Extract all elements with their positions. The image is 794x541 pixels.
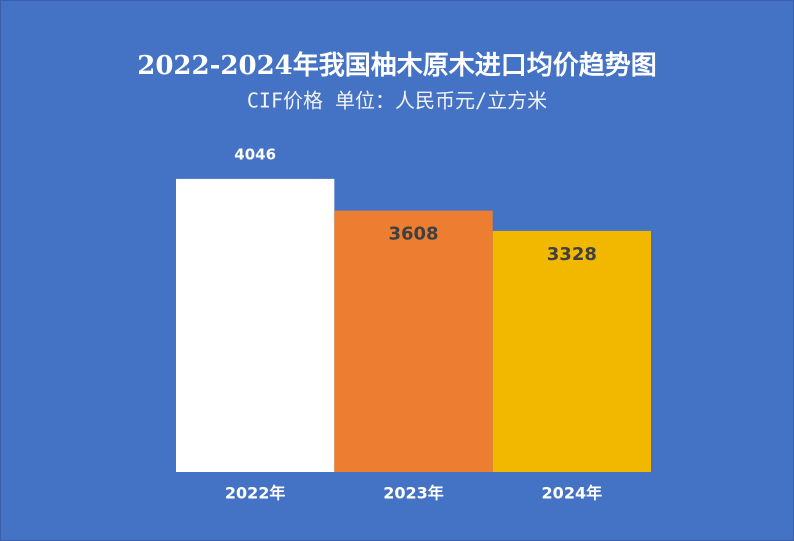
chart-subtitle: CIF价格 单位：人民币元/立方米 bbox=[247, 89, 547, 113]
data-label: 3608 bbox=[388, 224, 438, 245]
chart-title: 2022-2024年我国柚木原木进口均价趋势图 bbox=[137, 50, 657, 81]
bar bbox=[492, 230, 651, 472]
x-tick-label: 2022年 bbox=[225, 484, 286, 503]
data-label: 3328 bbox=[547, 244, 597, 265]
data-label: 4046 bbox=[234, 145, 276, 163]
x-tick-label: 2024年 bbox=[542, 484, 603, 503]
bar bbox=[334, 210, 493, 473]
x-tick-label: 2023年 bbox=[383, 484, 444, 503]
bar bbox=[176, 178, 335, 472]
